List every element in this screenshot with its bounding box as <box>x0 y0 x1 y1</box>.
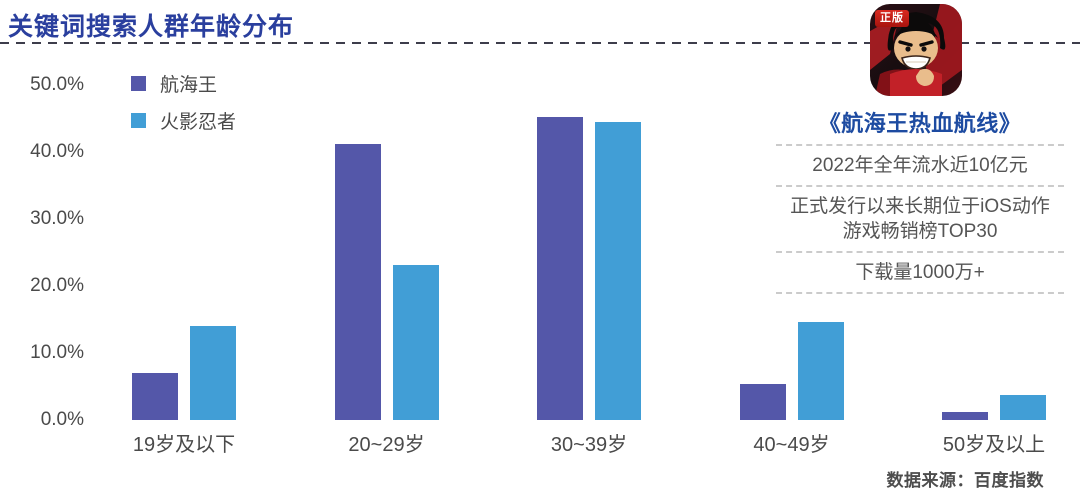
chart-legend: 航海王 火影忍者 <box>131 71 236 133</box>
bar <box>392 265 439 420</box>
y-axis-tick: 20.0% <box>30 275 84 296</box>
x-axis-label: 19岁及以下 <box>132 434 236 456</box>
game-fact-row: 正式发行以来长期位于iOS动作游戏畅销榜TOP30 <box>776 185 1064 251</box>
bar <box>739 384 786 420</box>
y-axis-tick: 40.0% <box>30 141 84 162</box>
header-dashed-divider <box>0 42 1080 44</box>
page-title: 关键词搜索人群年龄分布 <box>8 13 295 41</box>
game-facts-panel: 2022年全年流水近10亿元 正式发行以来长期位于iOS动作游戏畅销榜TOP30 下… <box>776 144 1064 294</box>
legend-swatch <box>131 113 146 128</box>
bar <box>132 373 178 420</box>
game-fact-row: 2022年全年流水近10亿元 <box>776 144 1064 185</box>
x-axis-label: 30~39岁 <box>550 434 628 456</box>
y-axis-tick: 10.0% <box>30 342 84 363</box>
y-axis-tick: 50.0% <box>30 74 84 95</box>
x-axis-label: 40~49岁 <box>753 434 830 456</box>
game-fact-row: 下载量1000万+ <box>776 251 1064 292</box>
x-axis-label: 20~29岁 <box>348 434 425 456</box>
game-title: 《航海王热血航线》 <box>818 111 1022 136</box>
legend-item: 航海王 <box>131 71 236 96</box>
bar <box>797 322 844 420</box>
x-axis-label: 50岁及以上 <box>942 434 1046 456</box>
legend-swatch <box>131 76 146 91</box>
y-axis-tick: 0.0% <box>40 409 84 430</box>
bar <box>334 144 381 420</box>
bar <box>190 326 236 420</box>
bar <box>595 122 641 420</box>
data-source-note: 数据来源：百度指数 <box>886 471 1044 490</box>
y-axis-tick: 30.0% <box>30 208 84 229</box>
bar <box>537 117 583 420</box>
game-app-icon: 正版 <box>870 4 962 96</box>
bar <box>942 412 988 420</box>
genuine-badge: 正版 <box>875 10 909 27</box>
bar <box>1000 395 1046 420</box>
legend-item: 火影忍者 <box>131 108 236 133</box>
legend-label: 火影忍者 <box>160 112 237 133</box>
legend-label: 航海王 <box>160 75 218 96</box>
